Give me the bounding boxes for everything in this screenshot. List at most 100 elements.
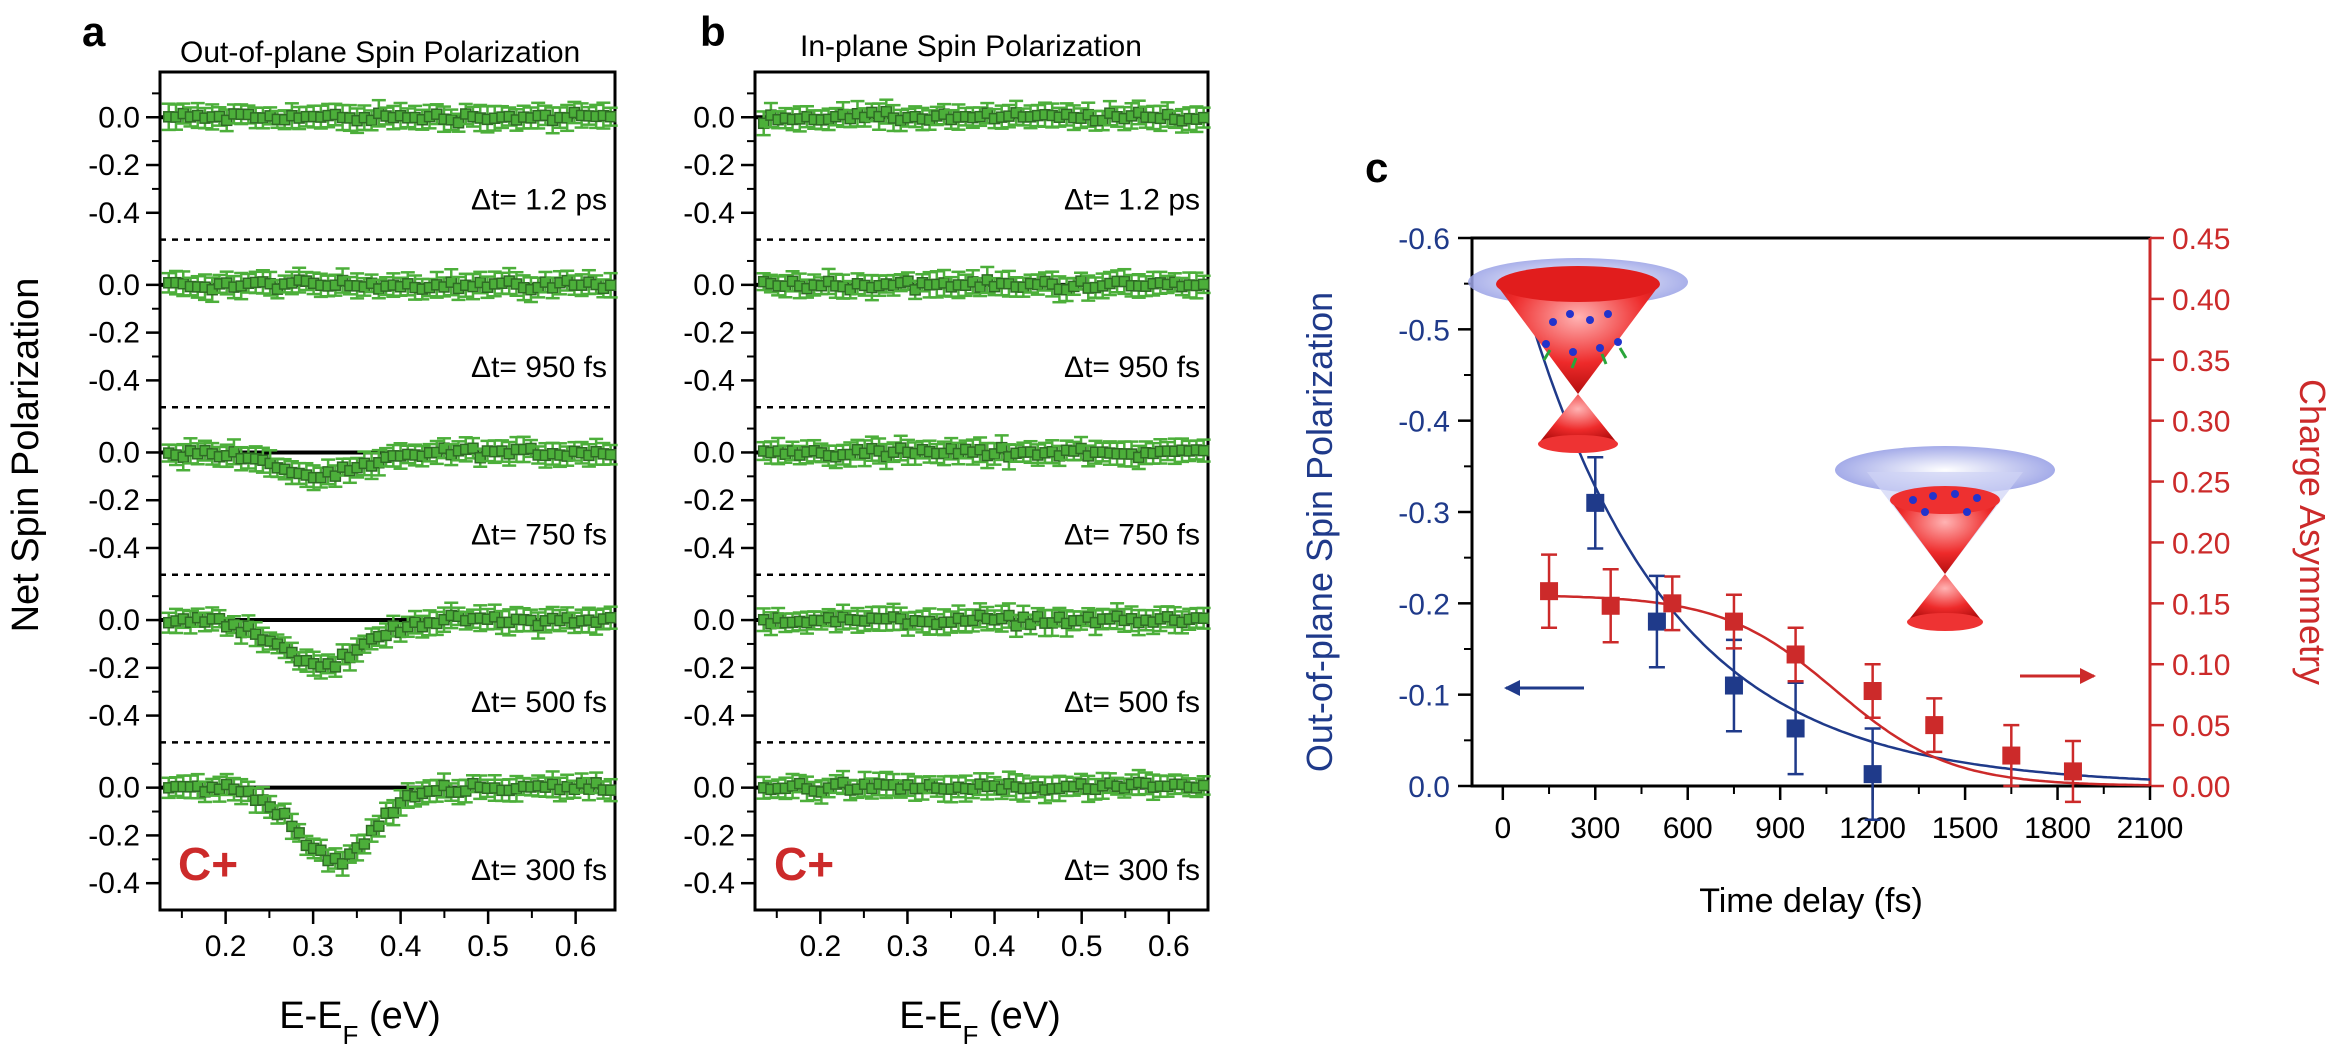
data-point: [235, 626, 247, 639]
data-point: [1724, 612, 1743, 631]
panel-letter-b: b: [700, 8, 726, 55]
y-tick-label-right: 0.20: [2172, 527, 2230, 560]
data-point: [837, 776, 849, 789]
data-point: [974, 281, 986, 293]
y-tick-label: -0.4: [88, 867, 140, 900]
data-point: [1724, 676, 1743, 695]
x-tick-label: 0.2: [205, 930, 247, 963]
x-tick-label: 0.2: [799, 930, 841, 963]
data-point: [373, 820, 385, 832]
data-point: [539, 276, 552, 288]
x-tick-label: 0.5: [467, 930, 509, 963]
delay-label: Δt= 500 fs: [1064, 686, 1200, 719]
data-point: [2002, 746, 2021, 765]
cone-inset-lower: [1835, 446, 2055, 631]
data-point: [257, 794, 269, 806]
data-point: [387, 620, 400, 632]
x-tick-label: 0.5: [1061, 930, 1103, 963]
delay-label: Δt= 750 fs: [1064, 519, 1200, 552]
fit-curve-spin: [1526, 308, 2151, 781]
data-point: [575, 777, 588, 789]
data-point: [974, 443, 986, 456]
data-point: [206, 283, 218, 296]
x-tick-label: 300: [1570, 812, 1620, 845]
y-tick-label-left: -0.5: [1398, 314, 1450, 347]
data-point: [880, 105, 893, 118]
data-point: [228, 618, 240, 631]
y-tick-label: -0.4: [88, 532, 140, 565]
data-point: [394, 797, 407, 809]
delay-label: Δt= 750 fs: [471, 519, 607, 552]
data-point: [604, 279, 617, 292]
x-tick-label: 0.4: [380, 930, 422, 963]
panel-b-plot: 0.0 -0.2 -0.4 Δt= 1.2 ps 0.0 -0.2 -0.4 Δt= 950 …: [683, 70, 1211, 963]
x-tick-label: 600: [1663, 812, 1713, 845]
y-tick-label: 0.0: [98, 604, 140, 637]
data-point: [1647, 612, 1666, 631]
data-point: [909, 284, 921, 296]
cplus-label-b: C+: [774, 838, 834, 890]
data-point: [568, 783, 581, 796]
arrow-right-head: [2080, 668, 2096, 684]
y-tick-label: 0.0: [693, 101, 735, 134]
y-tick-label-right: 0.15: [2172, 588, 2230, 621]
y-axis-label-right-c: Charge Asymmetry: [2292, 379, 2333, 685]
y-tick-label: -0.4: [683, 197, 735, 230]
delay-label: Δt= 500 fs: [471, 686, 607, 719]
y-tick-label: 0.0: [693, 604, 735, 637]
x-axis-label-c: Time delay (fs): [1699, 882, 1923, 920]
panel-b-title: In-plane Spin Polarization: [800, 30, 1142, 63]
delay-label: Δt= 300 fs: [471, 854, 607, 887]
data-point: [1925, 716, 1944, 735]
y-tick-label: -0.4: [683, 867, 735, 900]
data-point: [249, 628, 262, 640]
y-tick-label: -0.4: [683, 532, 735, 565]
y-tick-label: -0.2: [683, 652, 735, 685]
data-point: [604, 448, 617, 461]
delay-label: Δt= 1.2 ps: [1064, 183, 1200, 216]
panel-a-plot: 0.0 -0.2 -0.4 Δt= 1.2 ps 0.0 -0.2 -0.4 Δt= 950 …: [88, 70, 618, 963]
y-tick-label-right: 0.10: [2172, 649, 2230, 682]
y-tick-label: -0.2: [88, 149, 140, 182]
y-tick-label-right: 0.35: [2172, 345, 2230, 378]
panel-c-plot: 0.0 -0.1 -0.2 -0.3 -0.4 -0.5 -0.6 0.00 0.05 0.10 0…: [1299, 223, 2333, 920]
data-point: [438, 442, 450, 454]
data-point: [1663, 594, 1682, 613]
data-point: [1096, 114, 1109, 127]
data-point: [1010, 620, 1022, 632]
cplus-label-a: C+: [178, 838, 238, 890]
data-point: [1197, 612, 1210, 625]
data-point: [1863, 682, 1882, 701]
data-point: [242, 785, 255, 798]
y-tick-label-left: -0.4: [1398, 406, 1450, 439]
y-tick-label: -0.2: [683, 819, 735, 852]
x-axis-label-a: E-EF (eV): [279, 995, 441, 1050]
data-point: [1540, 582, 1559, 601]
y-axis-label-a: Net Spin Polarization: [5, 278, 47, 633]
y-tick-label: 0.0: [98, 101, 140, 134]
x-tick-label: 0.3: [887, 930, 929, 963]
data-point: [242, 620, 255, 632]
y-tick-label-left: 0.0: [1408, 771, 1450, 804]
data-point: [1786, 719, 1805, 738]
y-tick-label: -0.2: [88, 652, 140, 685]
data-point: [445, 276, 458, 288]
plot-frame: [753, 70, 1210, 912]
x-axis-label-b: E-EF (eV): [899, 995, 1061, 1050]
data-point: [604, 611, 617, 624]
panel-a-title: Out-of-plane Spin Polarization: [180, 36, 580, 69]
data-point: [365, 114, 378, 127]
arrow-left-head: [1504, 680, 1520, 696]
data-point: [1197, 278, 1210, 291]
y-tick-label-right: 0.00: [2172, 771, 2230, 804]
data-point: [583, 783, 595, 795]
data-point: [1032, 610, 1044, 623]
y-tick-label-right: 0.40: [2172, 284, 2230, 317]
data-point: [474, 451, 486, 464]
y-tick-label: 0.0: [693, 269, 735, 302]
data-point: [1075, 275, 1087, 287]
data-point: [1786, 645, 1805, 664]
data-point: [1082, 108, 1095, 121]
data-point: [344, 651, 356, 664]
x-tick-label: 0.4: [974, 930, 1016, 963]
